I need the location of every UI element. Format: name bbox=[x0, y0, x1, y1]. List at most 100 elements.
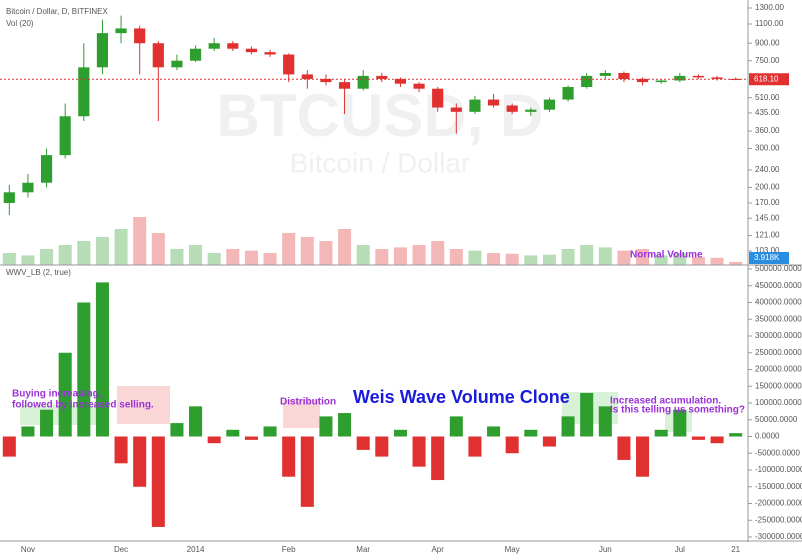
candle-body bbox=[674, 75, 686, 81]
volume-bar bbox=[487, 253, 501, 265]
y-tick-label: 435.00 bbox=[755, 108, 780, 117]
candle-body bbox=[562, 87, 574, 100]
volume-bar bbox=[151, 233, 165, 265]
candle-body bbox=[301, 74, 313, 79]
volume-bar bbox=[300, 237, 314, 265]
volume-bar bbox=[375, 249, 389, 265]
watermark: BTCUSD, D bbox=[217, 82, 544, 149]
wwv-bar bbox=[375, 436, 389, 457]
x-tick-label: 2014 bbox=[187, 545, 205, 554]
wwv-bar bbox=[151, 436, 165, 527]
volume-bar bbox=[468, 250, 482, 265]
volume-bar bbox=[636, 249, 650, 265]
wwv-bar bbox=[636, 436, 650, 477]
candle-body bbox=[59, 116, 71, 156]
x-tick-label: Apr bbox=[431, 545, 444, 554]
candle-body bbox=[711, 77, 723, 79]
y-tick-label: 121.00 bbox=[755, 231, 780, 240]
wwv-bar bbox=[95, 282, 109, 437]
volume-bar bbox=[393, 247, 407, 265]
y-tick-label: 450000.0000 bbox=[755, 281, 802, 290]
volume-bar bbox=[673, 253, 687, 265]
volume-bar bbox=[412, 245, 426, 265]
wwv-bar bbox=[673, 409, 687, 437]
wwv-bar bbox=[189, 406, 203, 437]
wwv-bar bbox=[505, 436, 519, 454]
wwv-bar bbox=[226, 429, 240, 437]
wwv-bar bbox=[58, 352, 72, 437]
y-tick-label: 300.00 bbox=[755, 144, 780, 153]
volume-bar bbox=[263, 253, 277, 265]
volume-bar bbox=[170, 249, 184, 265]
y-tick-label: 360.00 bbox=[755, 126, 780, 135]
candle-body bbox=[506, 105, 518, 112]
y-tick-label: 1100.00 bbox=[755, 19, 784, 28]
annotation-box bbox=[283, 400, 320, 428]
volume-bar bbox=[431, 241, 445, 265]
wwv-bar bbox=[170, 423, 184, 437]
volume-bar bbox=[21, 255, 35, 265]
wwv-bar bbox=[542, 436, 556, 447]
wwv-bar bbox=[710, 436, 724, 444]
candle-body bbox=[599, 72, 611, 76]
volume-bar bbox=[710, 257, 724, 265]
volume-bar bbox=[691, 257, 705, 265]
wwv-bar bbox=[617, 436, 631, 460]
wwv-bar bbox=[2, 436, 16, 457]
volume-bar bbox=[654, 255, 668, 265]
volume-bar bbox=[77, 241, 91, 265]
volume-bar bbox=[114, 229, 128, 265]
wwv-bar bbox=[691, 436, 705, 440]
annotation: Is this telling us something? bbox=[610, 405, 745, 416]
annotation: Normal Volume bbox=[630, 250, 703, 261]
volume-bar bbox=[189, 245, 203, 265]
volume-bar bbox=[338, 229, 352, 265]
volume-title: Vol (20) bbox=[6, 19, 34, 28]
y-tick-label: -200000.0000 bbox=[755, 499, 802, 508]
symbol-title: Bitcoin / Dollar, D, BITFINEX bbox=[6, 7, 108, 16]
y-tick-label: 900.00 bbox=[755, 38, 780, 47]
x-tick-label: Feb bbox=[282, 545, 296, 554]
candle-body bbox=[171, 60, 183, 68]
candle-body bbox=[320, 78, 332, 83]
annotation: followed by increased selling. bbox=[12, 400, 154, 411]
wwv-bar bbox=[468, 436, 482, 457]
wwv-bar bbox=[40, 409, 54, 437]
wwv-bar bbox=[207, 436, 221, 444]
y-tick-label: 100000.0000 bbox=[755, 398, 802, 407]
volume-bar bbox=[319, 241, 333, 265]
volume-bar bbox=[58, 245, 72, 265]
candle-body bbox=[134, 28, 146, 44]
candle-body bbox=[432, 88, 444, 108]
candle-body bbox=[245, 48, 258, 53]
candle-body bbox=[618, 72, 630, 79]
y-tick-label: -100000.0000 bbox=[755, 465, 802, 474]
wwv-bar bbox=[319, 416, 333, 437]
wwv-bar bbox=[338, 413, 352, 437]
y-tick-label: 150000.0000 bbox=[755, 381, 802, 390]
candle-body bbox=[78, 67, 90, 117]
candle-body bbox=[581, 75, 593, 88]
x-tick-label: 21 bbox=[731, 545, 740, 554]
volume-bar bbox=[244, 250, 258, 265]
x-tick-label: Nov bbox=[21, 545, 35, 554]
plot bbox=[2, 15, 743, 527]
candle-body bbox=[152, 43, 164, 68]
last-price-box bbox=[749, 73, 789, 86]
y-tick-label: 103.00 bbox=[755, 246, 780, 255]
y-tick-label: 145.00 bbox=[755, 213, 780, 222]
wwv-bar bbox=[133, 436, 147, 487]
y-tick-label: 750.00 bbox=[755, 56, 780, 65]
y-tick-label: -300000.0000 bbox=[755, 532, 802, 541]
wwv-bar bbox=[654, 429, 668, 437]
y-tick-label: 500000.0000 bbox=[755, 264, 802, 273]
wwv-bar bbox=[561, 416, 575, 437]
last-volume-box bbox=[749, 252, 789, 264]
volume-bar bbox=[542, 254, 556, 265]
wwv-bar bbox=[300, 436, 314, 507]
candle-body bbox=[189, 48, 202, 61]
x-tick-label: May bbox=[505, 545, 520, 554]
y-tick-label: 510.00 bbox=[755, 93, 780, 102]
candle-body bbox=[40, 155, 53, 183]
wwv-bar bbox=[77, 302, 91, 437]
